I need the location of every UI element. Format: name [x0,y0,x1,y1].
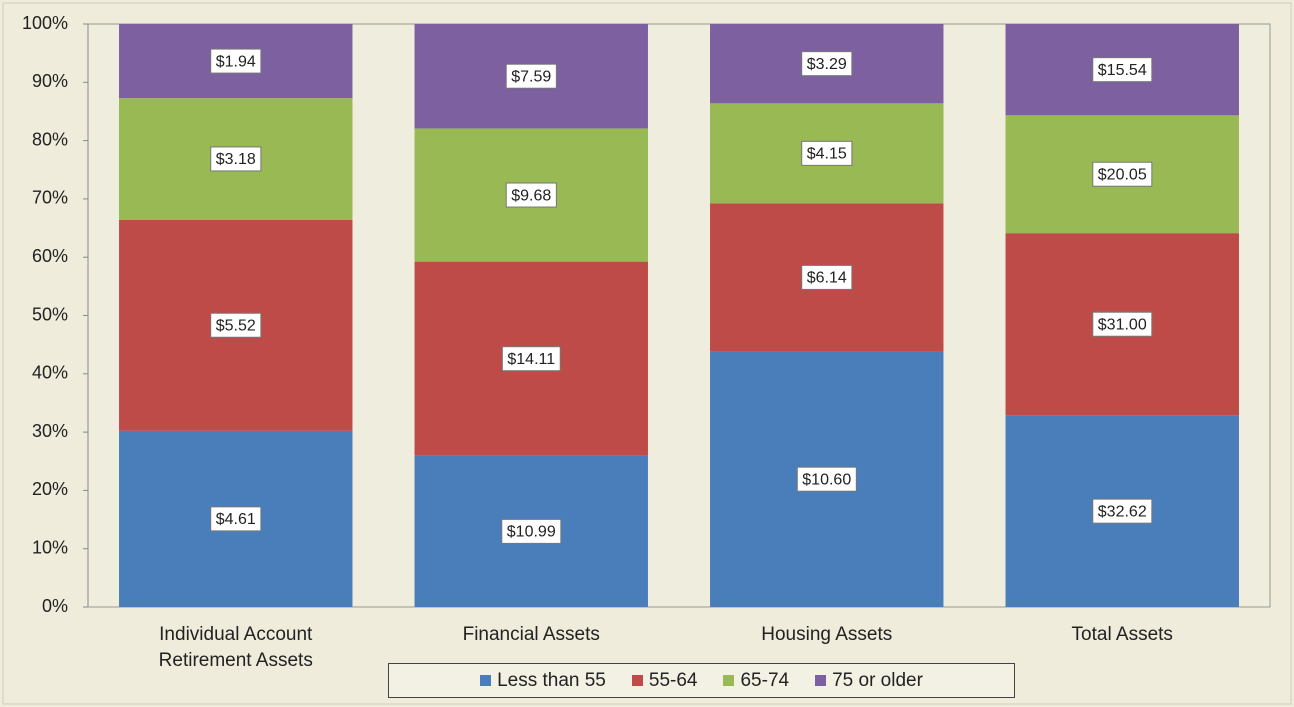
legend-label: 75 or older [832,669,923,691]
data-label-text: $20.05 [1098,166,1147,183]
data-label-box [801,264,853,290]
data-label-text: $10.99 [507,524,556,541]
y-tick-label: 20% [32,479,68,499]
data-label: $31.00 [1092,311,1153,337]
y-tick-label: 40% [32,363,68,383]
data-label-text: $1.94 [216,53,256,70]
data-label: $20.05 [1092,161,1153,187]
data-label: $3.29 [801,51,853,77]
y-tick-label: 90% [32,71,68,91]
data-label: $3.18 [210,146,262,172]
y-tick-label: 80% [32,129,68,149]
data-label: $9.68 [505,182,557,208]
y-tick-label: 60% [32,246,68,266]
data-label-text: $4.15 [807,146,847,163]
data-label-box [501,346,561,372]
data-label-text: $14.11 [507,351,555,368]
legend-item: Less than 55 [480,670,606,692]
data-label-box [501,518,562,544]
data-label: $7.59 [505,63,557,89]
data-label: $10.99 [501,518,562,544]
legend-swatch [815,675,827,686]
data-label: $10.60 [796,466,857,492]
legend-item: 65-74 [723,670,789,692]
data-label-box [801,51,853,77]
data-label: $14.11 [501,346,561,372]
data-label-box [505,63,557,89]
data-label-box [210,312,262,338]
data-label-box [210,506,262,532]
data-label-box [801,140,853,166]
x-tick-label: Individual Account Retirement Assets [158,624,313,671]
data-label: $32.62 [1092,498,1153,524]
data-label: $4.61 [210,506,262,532]
data-label-text: $6.14 [807,270,847,287]
data-label-text: $3.29 [807,56,847,73]
x-tick-label: Financial Assets [462,624,600,645]
data-label-text: $31.00 [1098,316,1147,333]
data-label-text: $4.61 [216,511,256,528]
data-label-box [505,182,557,208]
y-tick-label: 30% [32,421,68,441]
legend-item: 75 or older [815,670,923,692]
legend-label: 55-64 [648,669,698,691]
data-label-text: $10.60 [802,471,851,488]
data-label: $4.15 [801,140,853,166]
data-label: $6.14 [801,264,853,290]
legend-label: Less than 55 [497,669,606,691]
y-tick-label: 0% [42,596,68,616]
data-label-box [1092,161,1153,187]
data-label-text: $15.54 [1098,62,1147,79]
data-label-box [1092,57,1153,83]
y-tick-label: 70% [32,188,68,208]
data-label-box [1092,311,1153,337]
data-label: $5.52 [210,312,262,338]
data-label-text: $5.52 [216,317,256,334]
y-tick-label: 10% [32,537,68,557]
data-label-box [210,146,262,172]
legend-swatch [480,675,492,686]
legend: Less than 55 55-64 65-74 75 or older [388,663,1015,698]
x-tick-label: Housing Assets [761,624,893,645]
data-label-text: $9.68 [511,187,551,204]
data-label-box [796,466,857,492]
y-tick-label: 100% [22,13,68,33]
data-label-text: $3.18 [216,151,256,168]
x-tick-label: Total Assets [1071,624,1173,645]
data-label-box [1092,498,1153,524]
data-label-text: $7.59 [511,68,551,85]
data-label-box [210,48,262,74]
data-label: $1.94 [210,48,262,74]
data-label-text: $32.62 [1098,503,1147,520]
legend-swatch [723,675,735,686]
legend-swatch [631,675,643,686]
legend-label: 65-74 [740,669,790,691]
legend-item: 55-64 [631,669,698,692]
y-tick-label: 50% [32,304,68,324]
data-label: $15.54 [1092,57,1153,83]
